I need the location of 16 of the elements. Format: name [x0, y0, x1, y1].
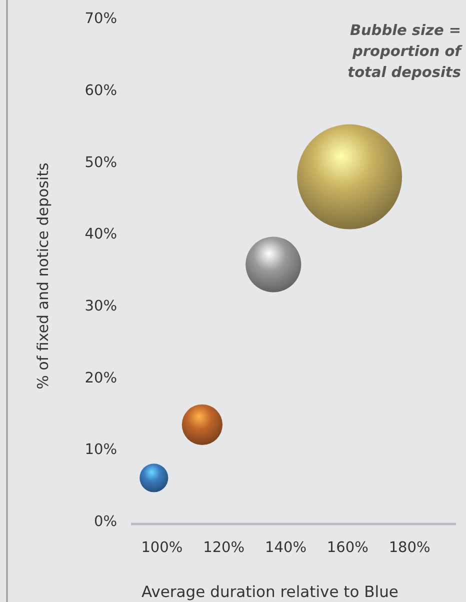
y-axis-title: % of fixed and notice deposits [34, 162, 52, 390]
annotation: Bubble size = proportion of total deposits [348, 23, 463, 81]
y-tick-label: 60% [84, 82, 117, 99]
x-tick-label: 160% [326, 540, 368, 556]
y-tick-label: 10% [84, 442, 117, 458]
x-axis-title: Average duration relative to Blue [142, 583, 398, 601]
x-tick-label: 140% [265, 540, 306, 556]
y-tick-label: 0% [94, 514, 117, 530]
y-tick-label: 50% [84, 154, 117, 171]
x-tick-label: 120% [203, 540, 245, 556]
y-tick-label: 40% [84, 226, 117, 243]
x-tick-label: 180% [388, 540, 430, 556]
y-tick-label: 30% [84, 298, 117, 315]
x-tick-label: 100% [141, 540, 183, 556]
y-tick-label: 70% [84, 11, 117, 28]
y-tick-label: 20% [84, 370, 117, 386]
